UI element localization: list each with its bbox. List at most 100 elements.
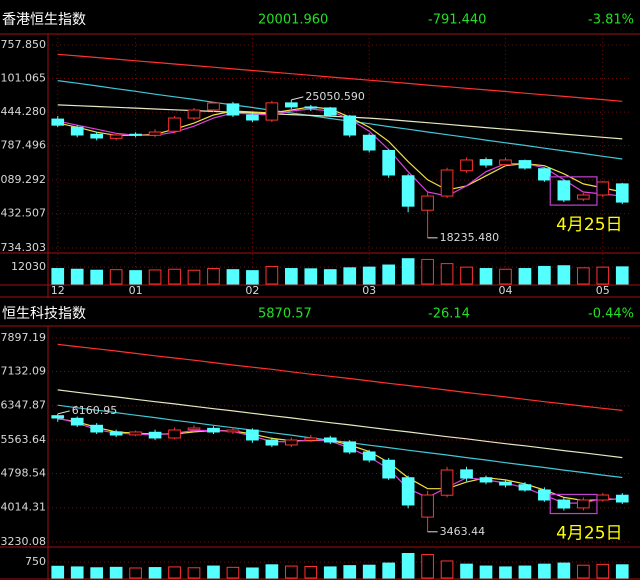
volume-bar [460,563,473,579]
volume-bar [148,269,162,285]
volume-bar [440,560,454,579]
volume-bar [304,565,318,579]
volume-bar [187,567,201,579]
volume-tick-label: 12030 [11,260,46,273]
moving-average-line [57,53,623,102]
y-tick-label: 6347.87 [1,399,47,412]
volume-bar [401,258,415,285]
y-tick-label: 1089.292 [0,173,46,186]
moving-average-line [57,80,623,160]
volume-bar [109,269,123,285]
volume-bar [168,566,181,579]
moving-average-line [57,404,623,479]
candle-body [129,431,142,436]
volume-bar [499,566,512,579]
x-tick-label: 02 [245,284,259,297]
candle-body [226,103,240,116]
volume-bar [557,265,571,285]
candle-body [304,437,318,441]
candle-body [440,169,454,197]
date-annotation: 4月25日 [556,524,622,544]
candle-body [596,494,610,501]
high-label: 25050.590 [305,90,365,103]
candle-body [460,159,473,172]
leader-line [57,410,70,415]
volume-bar [226,269,240,285]
index-name: 香港恒生指数 [2,12,86,28]
candle-body [576,194,590,200]
volume-bar [284,268,298,285]
volume-bar [538,265,551,285]
volume-bar [421,258,434,285]
volume-tick-label: 750 [25,555,46,568]
candle-body [109,431,123,436]
y-tick-label: 3230.08 [1,535,47,548]
candle-body [362,451,376,461]
candle-body [187,109,201,119]
x-tick-label: 03 [362,284,376,297]
x-tick-label: 01 [129,284,143,297]
y-tick-label: 4444.280 [0,105,46,118]
volume-bar [148,567,162,579]
moving-average-line [57,389,623,459]
candle-body [596,181,610,196]
moving-average-line [57,343,623,411]
volume-bar [615,564,629,579]
candle-body [576,499,590,509]
index-name: 恒生科技指数 [2,306,86,322]
x-tick-label: 04 [498,284,512,297]
volume-bar [129,567,142,579]
y-tick-label: 9432.507 [0,207,46,220]
candle-body [51,118,65,126]
volume-bar [440,263,454,285]
volume-bar [70,268,84,285]
candle-body [401,175,415,207]
volume-bar [382,562,396,579]
candle-body [518,160,532,169]
volume-bar [460,266,473,285]
volume-bar [362,266,376,285]
volume-bar [207,565,220,579]
highlight-box [549,493,598,515]
date-annotation: 4月25日 [556,215,622,235]
volume-bar [265,564,279,579]
high-label: 6160.95 [72,404,118,417]
volume-bar [129,270,142,285]
candle-body [518,484,532,491]
last-price: 20001.960 [258,13,328,28]
volume-bar [265,265,279,285]
candle-body [207,427,220,433]
candle-body [615,183,629,203]
volume-bar [246,567,259,579]
candle-body [421,494,434,518]
volume-bar [207,268,220,285]
volume-bar [382,264,396,285]
candle-body [538,489,551,501]
volume-bar [401,552,415,579]
candle-body [421,195,434,211]
volume-bar [70,566,84,579]
y-tick-label: 7897.19 [1,331,47,344]
volume-bar [109,566,123,579]
candle-body [323,107,337,116]
candle-body [70,126,84,136]
candle-body [148,131,162,136]
price-change: -26.14 [428,307,470,322]
volume-bar [596,563,610,579]
volume-bar [518,268,532,285]
x-tick-label: 12 [51,284,65,297]
candle-body [246,114,259,121]
price-change: -791.440 [428,13,486,28]
volume-bar [51,268,65,285]
volume-bar [168,268,181,285]
volume-bar [187,269,201,285]
volume-bar [557,562,571,579]
candle-body [557,180,571,201]
volume-bar [343,565,357,579]
candle-body [187,427,201,431]
y-tick-label: 5563.64 [1,433,47,446]
candle-body [440,469,454,496]
volume-bar [323,566,337,579]
candle-body [323,437,337,443]
low-label: 3463.44 [440,525,486,538]
